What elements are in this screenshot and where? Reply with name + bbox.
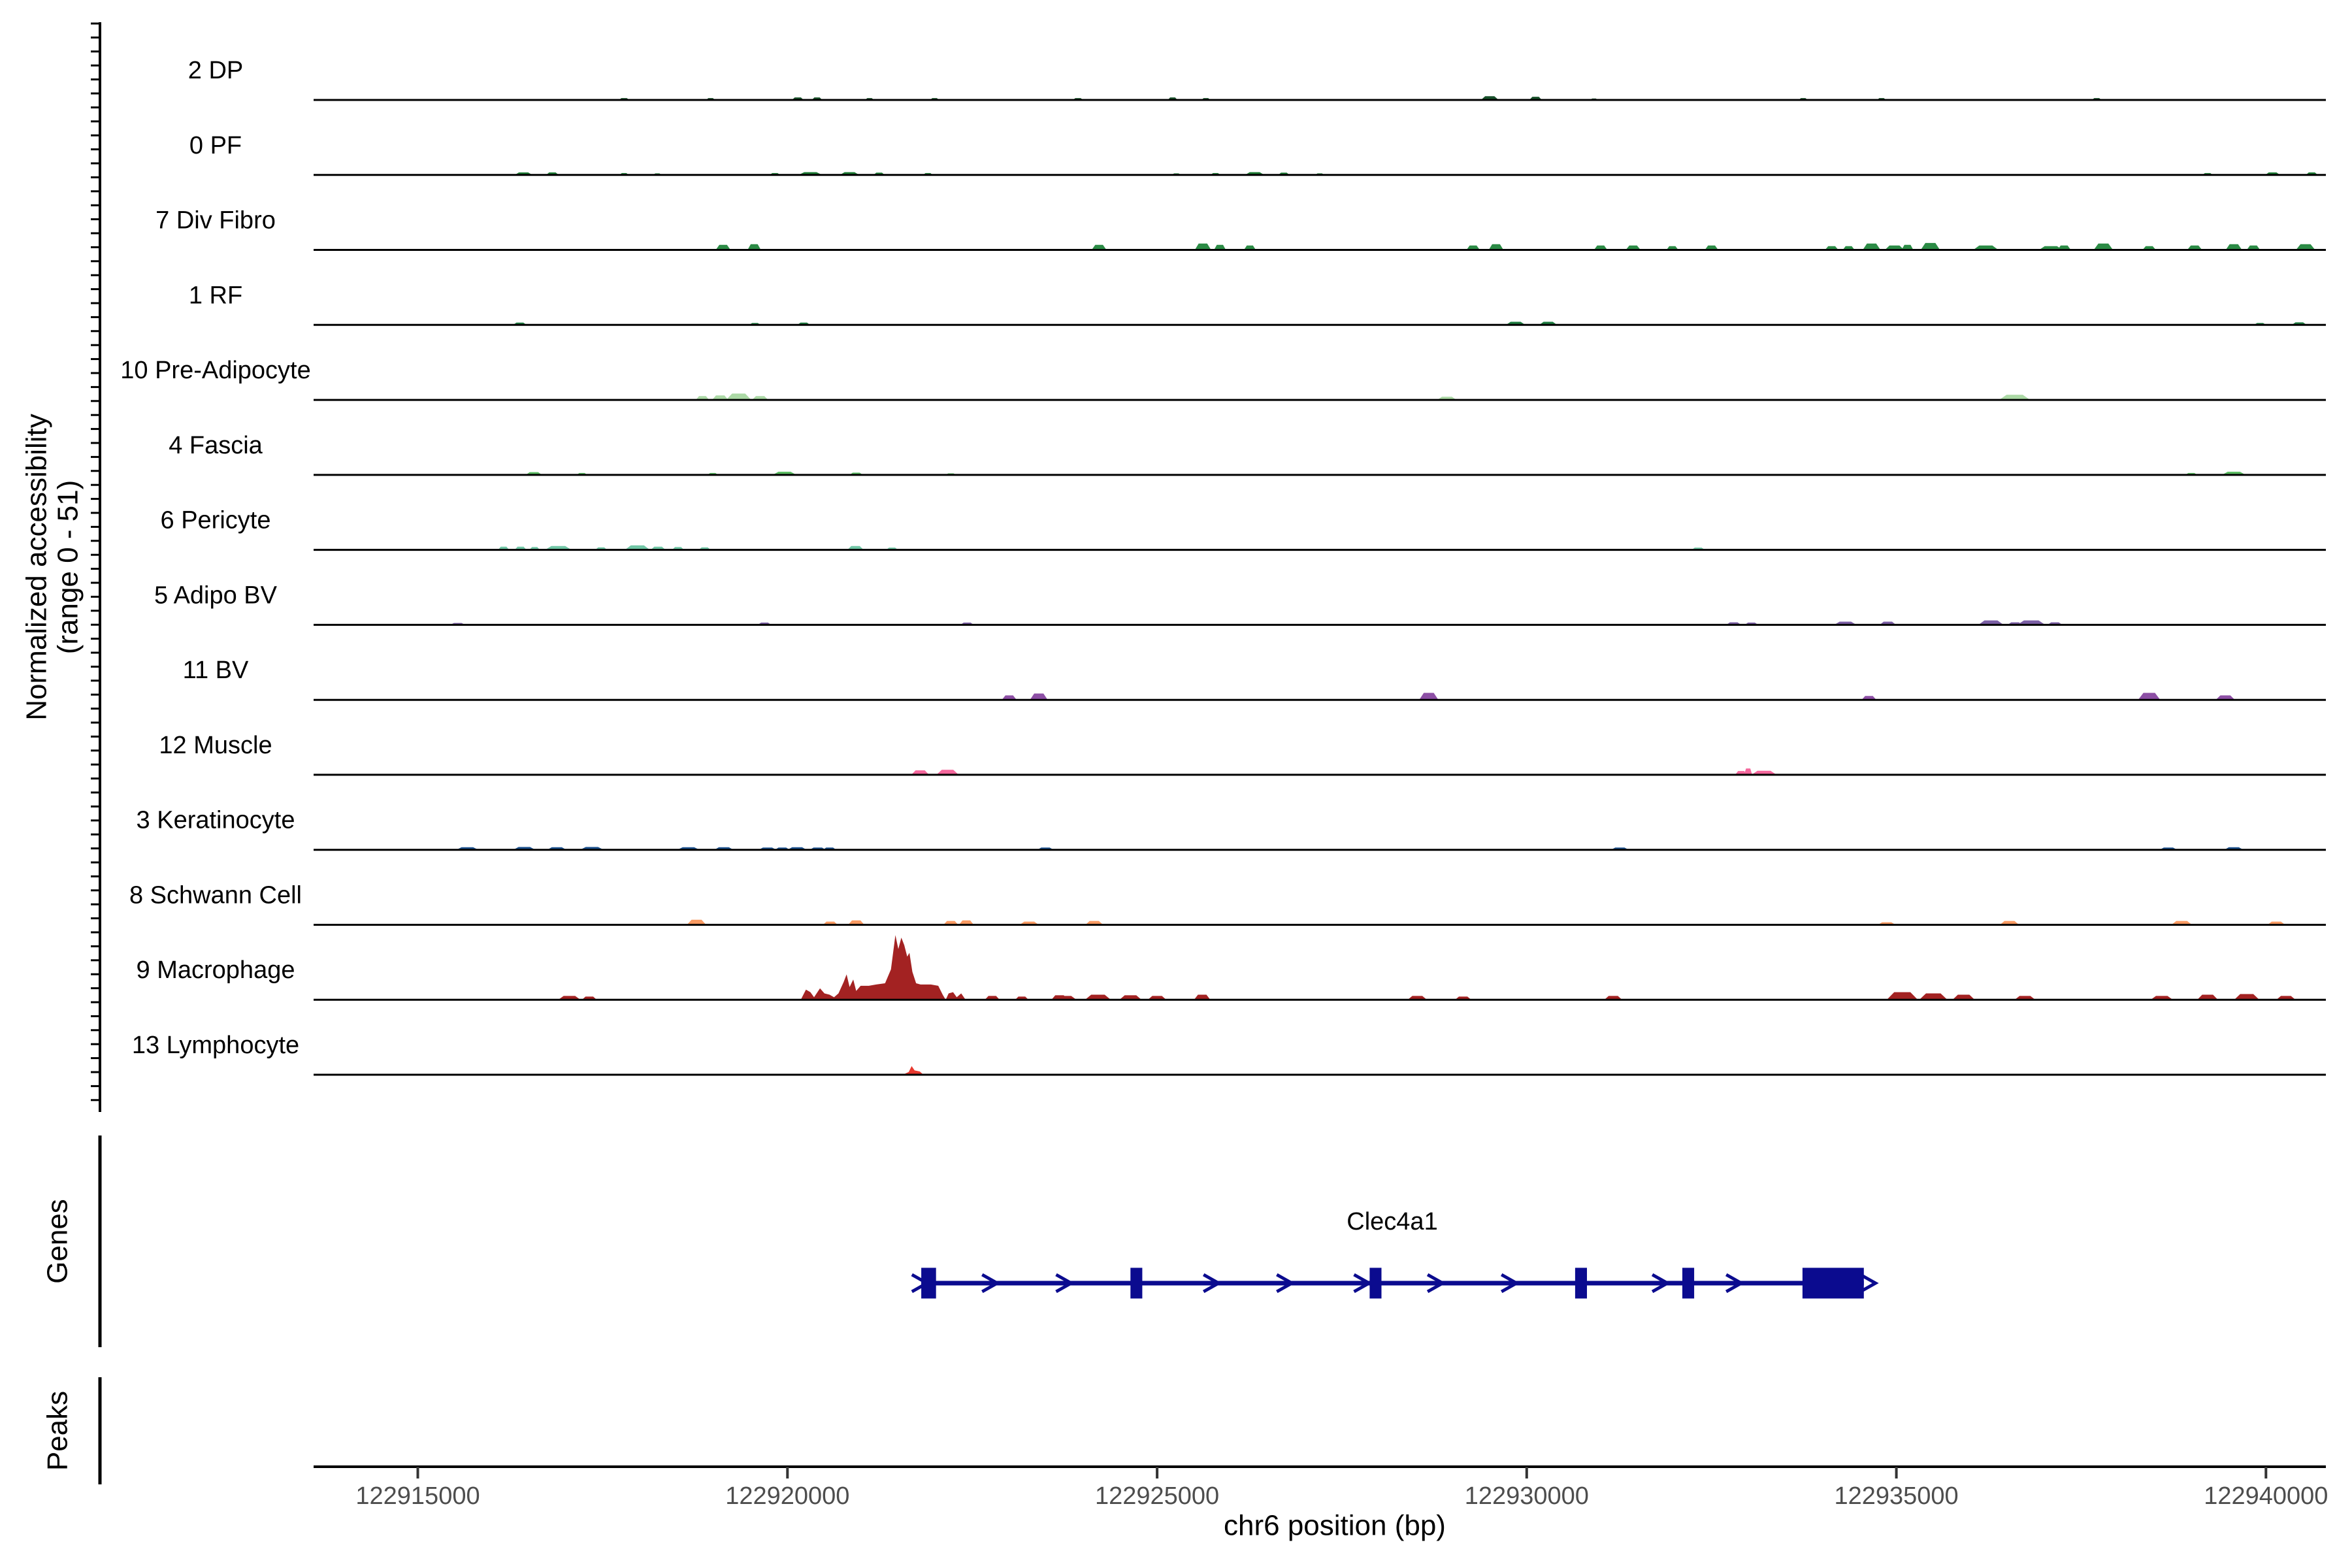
x-axis-tick-label: 122930000 <box>1465 1482 1589 1510</box>
track-2-dp: 2 DP <box>188 57 2326 101</box>
gene-track <box>911 1267 1879 1299</box>
track-label: 6 Pericyte <box>161 507 271 534</box>
strand-arrow-icon <box>1276 1273 1296 1294</box>
x-axis-tick-label: 122935000 <box>1834 1482 1958 1510</box>
track-label: 2 DP <box>188 57 243 84</box>
track-label: 7 Div Fibro <box>155 207 276 235</box>
track-label: 11 BV <box>183 657 249 684</box>
gene-exon <box>1802 1267 1864 1299</box>
track-label: 8 Schwann Cell <box>129 882 302 909</box>
gene-exon <box>1130 1267 1143 1299</box>
strand-arrow-icon <box>1500 1273 1520 1294</box>
coverage-signal <box>1002 693 2235 700</box>
gene-exon <box>1575 1267 1587 1299</box>
coverage-signal <box>687 919 2285 925</box>
track-label: 10 Pre-Adipocyte <box>120 357 311 384</box>
accessibility-tracks: 2 DP 0 PF 7 Div Fibro 1 RF 10 Pre-Adipocyte 4… <box>120 57 2326 1076</box>
genes-section-label: Genes <box>42 1199 74 1284</box>
peaks-section-label: Peaks <box>42 1391 74 1471</box>
coverage-signal <box>715 242 2315 250</box>
track-11-bv: 11 BV <box>183 657 2326 701</box>
strand-arrow-icon <box>1859 1273 1879 1294</box>
x-axis-tick-label: 122915000 <box>355 1482 480 1510</box>
track-3-keratinocyte: 3 Keratinocyte <box>137 807 2326 851</box>
track-label: 12 Muscle <box>159 732 272 759</box>
coverage-signal <box>902 1066 924 1075</box>
strand-arrow-icon <box>1055 1273 1075 1294</box>
track-7-div-fibro: 7 Div Fibro <box>155 207 2326 251</box>
strand-arrow-icon <box>1202 1273 1222 1294</box>
strand-arrow-icon <box>1725 1273 1745 1294</box>
strand-arrow-icon <box>981 1273 1001 1294</box>
gene-exon <box>1682 1267 1695 1299</box>
track-label: 9 Macrophage <box>137 956 295 984</box>
track-label: 1 RF <box>189 282 242 309</box>
y-axis-label-line1: Normalized accessibility <box>21 414 53 720</box>
y-axis-label-line2: (range 0 - 51) <box>52 480 84 655</box>
x-axis-title: chr6 position (bp) <box>1224 1510 1446 1542</box>
track-6-pericyte: 6 Pericyte <box>161 507 2326 551</box>
track-label: 5 Adipo BV <box>154 581 278 609</box>
track-1-rf: 1 RF <box>189 282 2326 326</box>
gene-name-label: Clec4a1 <box>1347 1208 1437 1235</box>
track-4-fascia: 4 Fascia <box>169 432 2326 476</box>
y-axis-ruler <box>91 22 101 1112</box>
strand-arrow-icon <box>1426 1273 1446 1294</box>
coverage-signal <box>514 172 2318 175</box>
x-axis-tick-label: 122920000 <box>725 1482 849 1510</box>
track-9-macrophage: 9 Macrophage <box>137 935 2326 1001</box>
x-axis-tick-label: 122940000 <box>2204 1482 2328 1510</box>
gene-exon <box>921 1267 936 1299</box>
track-label: 4 Fascia <box>169 432 263 459</box>
x-axis-tick-label: 122925000 <box>1095 1482 1219 1510</box>
strand-arrow-icon <box>1651 1273 1671 1294</box>
coverage-signal <box>619 96 2102 100</box>
strand-arrow-icon <box>1353 1273 1373 1294</box>
track-10-pre-adipocyte: 10 Pre-Adipocyte <box>120 357 2326 401</box>
track-5-adipo-bv: 5 Adipo BV <box>154 581 2326 626</box>
coverage-signal <box>558 935 2296 1000</box>
track-label: 3 Keratinocyte <box>137 807 295 834</box>
gene-exon <box>1369 1267 1382 1299</box>
coverage-signal <box>456 847 2244 850</box>
track-label: 13 Lymphocyte <box>132 1032 299 1059</box>
track-label: 0 PF <box>189 132 242 159</box>
x-axis: 122915000 122920000 122925000 122930000 1229… <box>314 1465 2328 1510</box>
track-13-lymphocyte: 13 Lymphocyte <box>132 1032 2326 1076</box>
track-0-pf: 0 PF <box>189 132 2326 176</box>
track-12-muscle: 12 Muscle <box>159 732 2326 776</box>
track-8-schwann-cell: 8 Schwann Cell <box>129 882 2326 926</box>
